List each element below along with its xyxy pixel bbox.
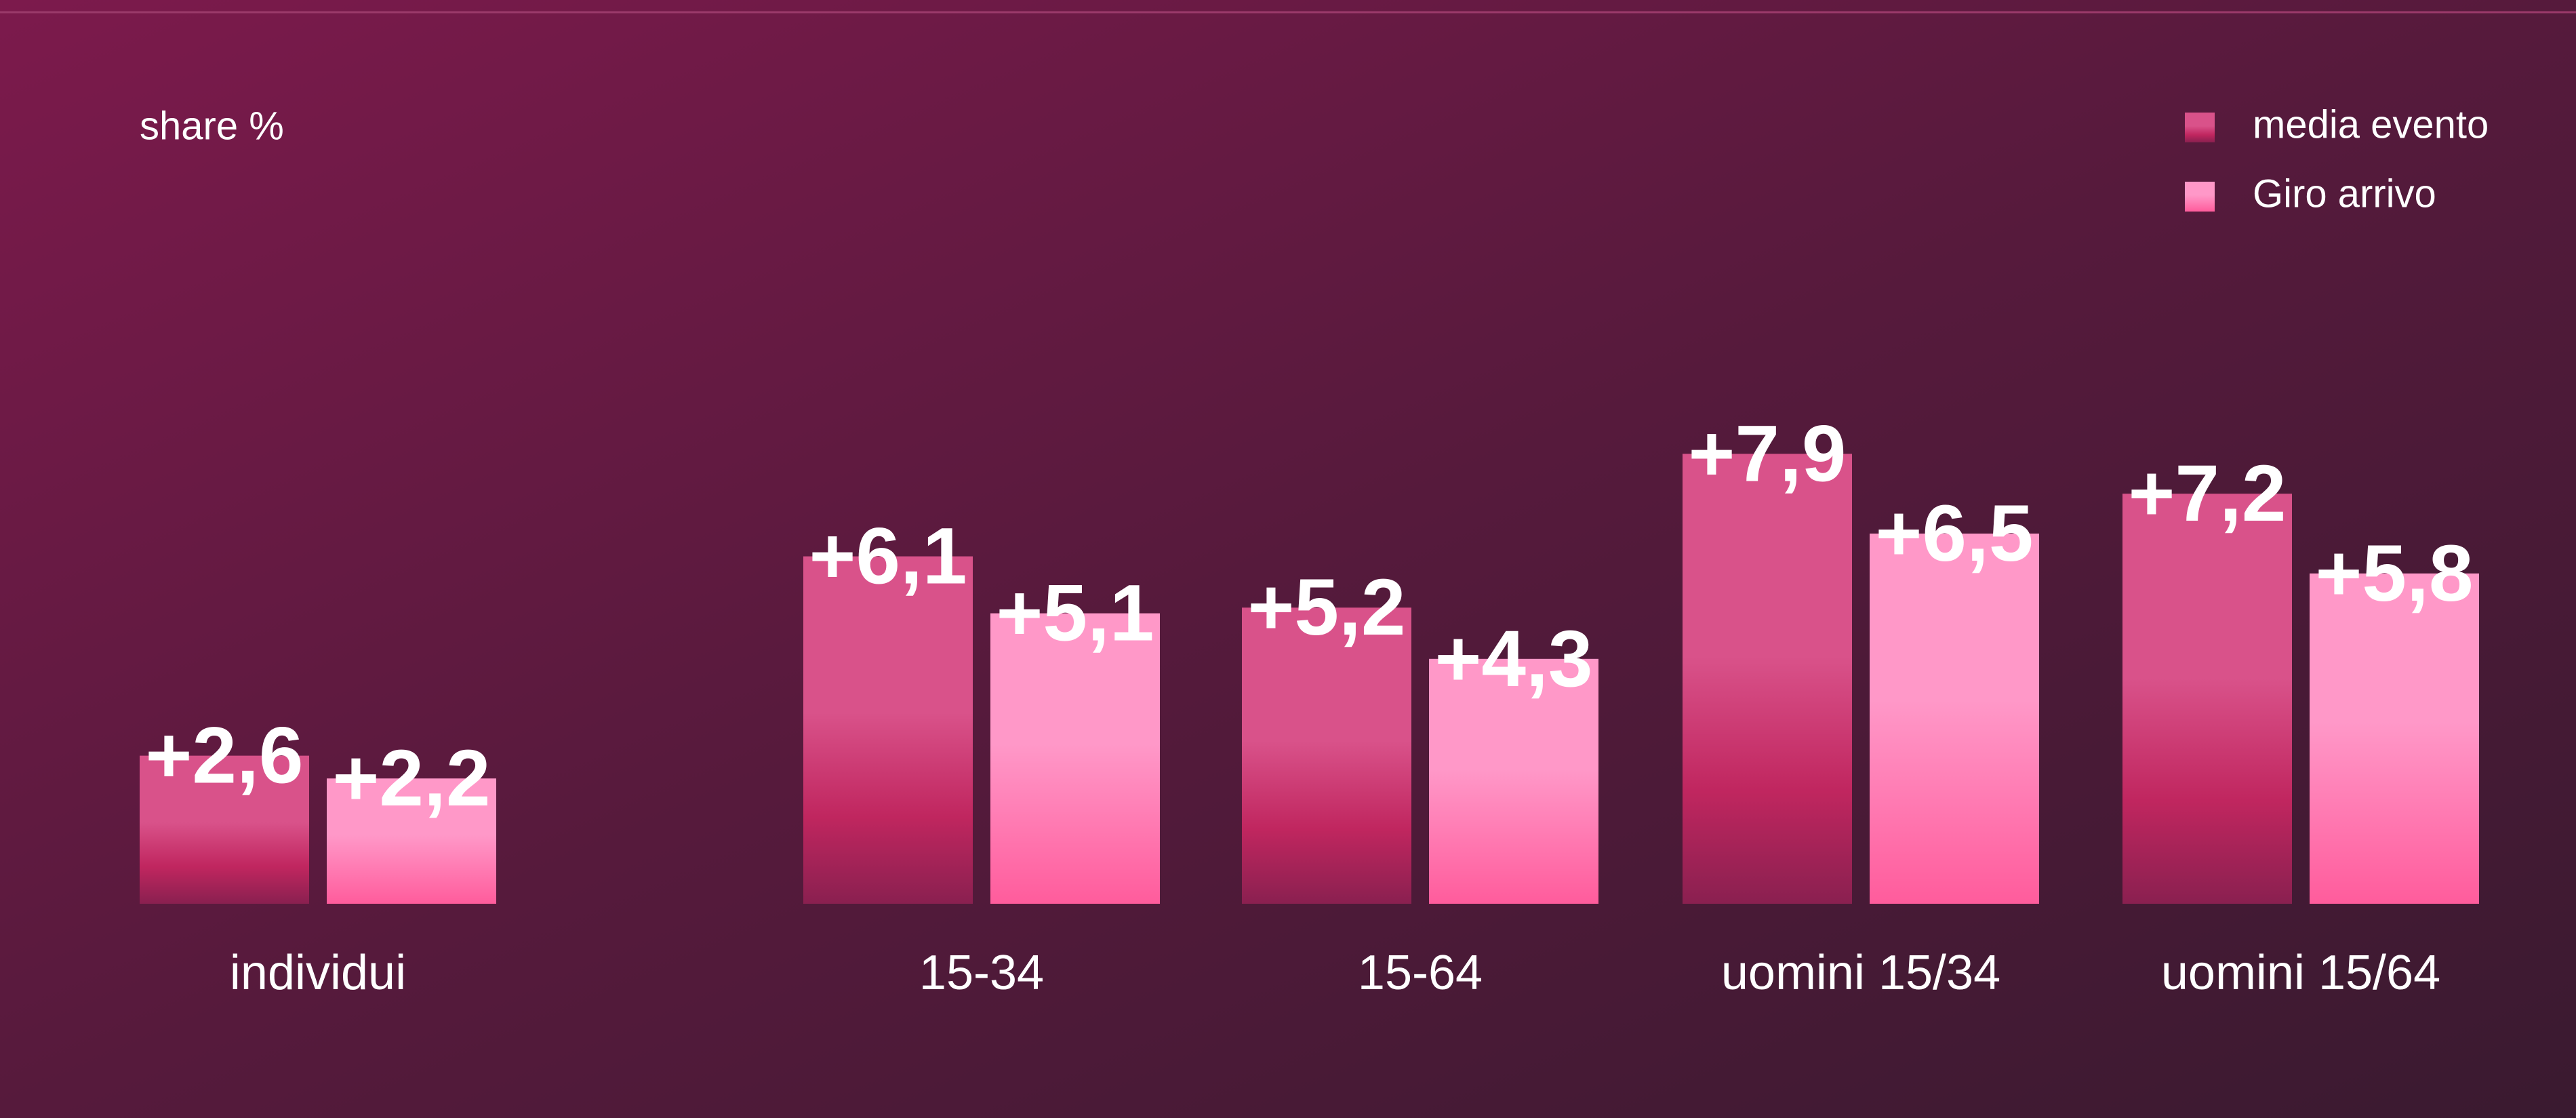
x-tick-label: 15-34 (919, 946, 1044, 1000)
bar (327, 778, 496, 904)
subtitle: share % (140, 104, 284, 148)
value-label: +7,2 (2129, 449, 2287, 538)
legend-swatch (2185, 182, 2215, 212)
value-label: +7,9 (1689, 409, 1847, 498)
value-label: +4,3 (1435, 614, 1593, 704)
legend-label: Giro arrivo (2253, 172, 2436, 216)
bar (140, 755, 309, 904)
legend-label: media evento (2253, 102, 2489, 146)
bar (990, 613, 1160, 904)
bar (1870, 534, 2039, 904)
bar (2310, 573, 2479, 904)
x-tick-label: uomini 15/34 (1721, 946, 2000, 1000)
value-label: +6,1 (809, 512, 967, 601)
value-label: +2,2 (333, 734, 491, 823)
legend-swatch (2185, 113, 2215, 142)
value-label: +6,5 (1876, 489, 2034, 578)
x-tick-label: uomini 15/64 (2161, 946, 2440, 1000)
bar (1683, 454, 1852, 904)
bar (1242, 607, 1411, 904)
value-label: +2,6 (146, 711, 304, 801)
value-label: +5,8 (2316, 529, 2474, 618)
x-tick-label: individui (230, 946, 406, 1000)
bar (1429, 658, 1598, 904)
value-label: +5,2 (1248, 563, 1406, 652)
x-tick-label: 15-64 (1358, 946, 1483, 1000)
bar (2122, 494, 2292, 904)
value-label: +5,1 (997, 569, 1154, 658)
bar (803, 556, 973, 904)
